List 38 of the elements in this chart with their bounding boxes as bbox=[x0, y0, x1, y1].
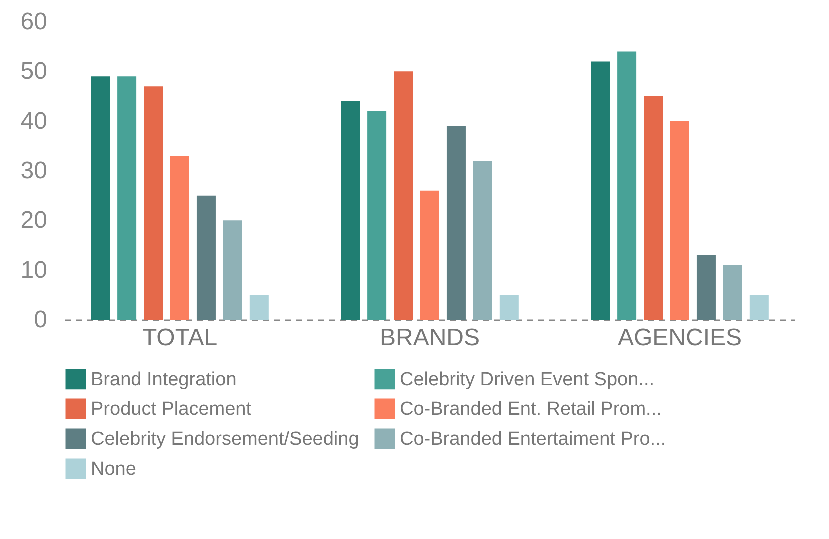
bar bbox=[250, 295, 269, 320]
bar bbox=[473, 161, 492, 320]
bar bbox=[723, 265, 742, 320]
y-tick-label: 30 bbox=[20, 158, 48, 184]
bar bbox=[341, 101, 360, 320]
bar bbox=[591, 62, 610, 320]
bar bbox=[750, 295, 769, 320]
bar bbox=[144, 86, 164, 320]
legend-label: Co-Branded Ent. Retail Prom... bbox=[400, 399, 662, 420]
legend-label: Product Placement bbox=[91, 399, 252, 420]
bar bbox=[118, 76, 137, 320]
legend-label: Celebrity Driven Event Spon... bbox=[400, 369, 655, 390]
bar bbox=[223, 220, 242, 320]
y-tick-label: 10 bbox=[20, 256, 48, 284]
y-tick-label: 40 bbox=[20, 108, 48, 135]
legend-label: Celebrity Endorsement/Seeding bbox=[91, 429, 360, 450]
legend-label: Co-Branded Entertaiment Pro... bbox=[400, 429, 666, 450]
bar bbox=[368, 111, 387, 320]
bar bbox=[91, 76, 110, 320]
x-tick-label: BRANDS bbox=[380, 324, 480, 352]
bar bbox=[420, 190, 440, 320]
y-tick-label: 20 bbox=[20, 207, 48, 234]
bar bbox=[394, 72, 414, 320]
bar bbox=[670, 121, 690, 320]
x-tick-label: AGENCIES bbox=[618, 324, 742, 352]
y-tick-label: 50 bbox=[20, 58, 48, 86]
x-tick-label: TOTAL bbox=[142, 324, 218, 352]
bar bbox=[696, 255, 716, 320]
y-tick-label: 60 bbox=[20, 8, 48, 36]
bar bbox=[446, 126, 466, 320]
legend-label: None bbox=[91, 459, 136, 480]
bar bbox=[196, 196, 216, 320]
legend-label: Brand Integration bbox=[91, 369, 237, 390]
bar bbox=[618, 52, 637, 320]
bar bbox=[644, 96, 664, 320]
bar bbox=[500, 295, 519, 320]
y-tick-label: 0 bbox=[34, 306, 48, 334]
bar bbox=[170, 156, 190, 320]
